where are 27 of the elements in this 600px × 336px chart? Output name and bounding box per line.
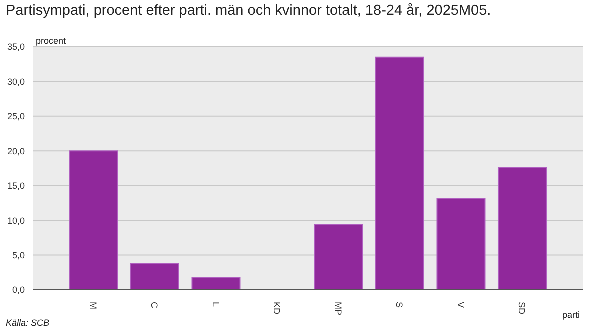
bar bbox=[192, 277, 241, 290]
bar bbox=[375, 56, 424, 290]
bar bbox=[436, 198, 486, 290]
y-tick-label: 15,0 bbox=[7, 181, 25, 192]
x-tick-label: S bbox=[394, 302, 405, 308]
y-tick-label: 30,0 bbox=[7, 76, 25, 87]
chart-title: Partisympati, procent efter parti. män och kvinnor totalt, 18-24 år, 2025M05. bbox=[6, 3, 492, 19]
y-tick-label: 5,0 bbox=[12, 250, 25, 260]
x-axis-title: parti bbox=[562, 310, 580, 320]
bar bbox=[498, 167, 547, 290]
x-tick-label: M bbox=[88, 302, 98, 310]
y-axis-title: procent bbox=[36, 36, 66, 46]
y-tick-label: 35,0 bbox=[7, 42, 25, 52]
bar bbox=[130, 263, 180, 290]
text: Källa: SCB bbox=[6, 318, 50, 328]
x-tick-label: KD bbox=[272, 302, 282, 316]
bar bbox=[314, 224, 364, 290]
y-tick-label: 10,0 bbox=[7, 216, 25, 226]
y-tick-label: 0,0 bbox=[12, 285, 25, 296]
y-tick-label: 20,0 bbox=[7, 146, 25, 156]
y-tick-label: 25,0 bbox=[7, 112, 25, 122]
x-tick-label: V bbox=[456, 302, 466, 308]
x-tick-label: L bbox=[210, 302, 221, 308]
x-tick-label: C bbox=[150, 302, 160, 309]
bar bbox=[69, 150, 118, 290]
x-tick-label: MP bbox=[333, 302, 344, 316]
x-tick-label: SD bbox=[517, 302, 528, 316]
